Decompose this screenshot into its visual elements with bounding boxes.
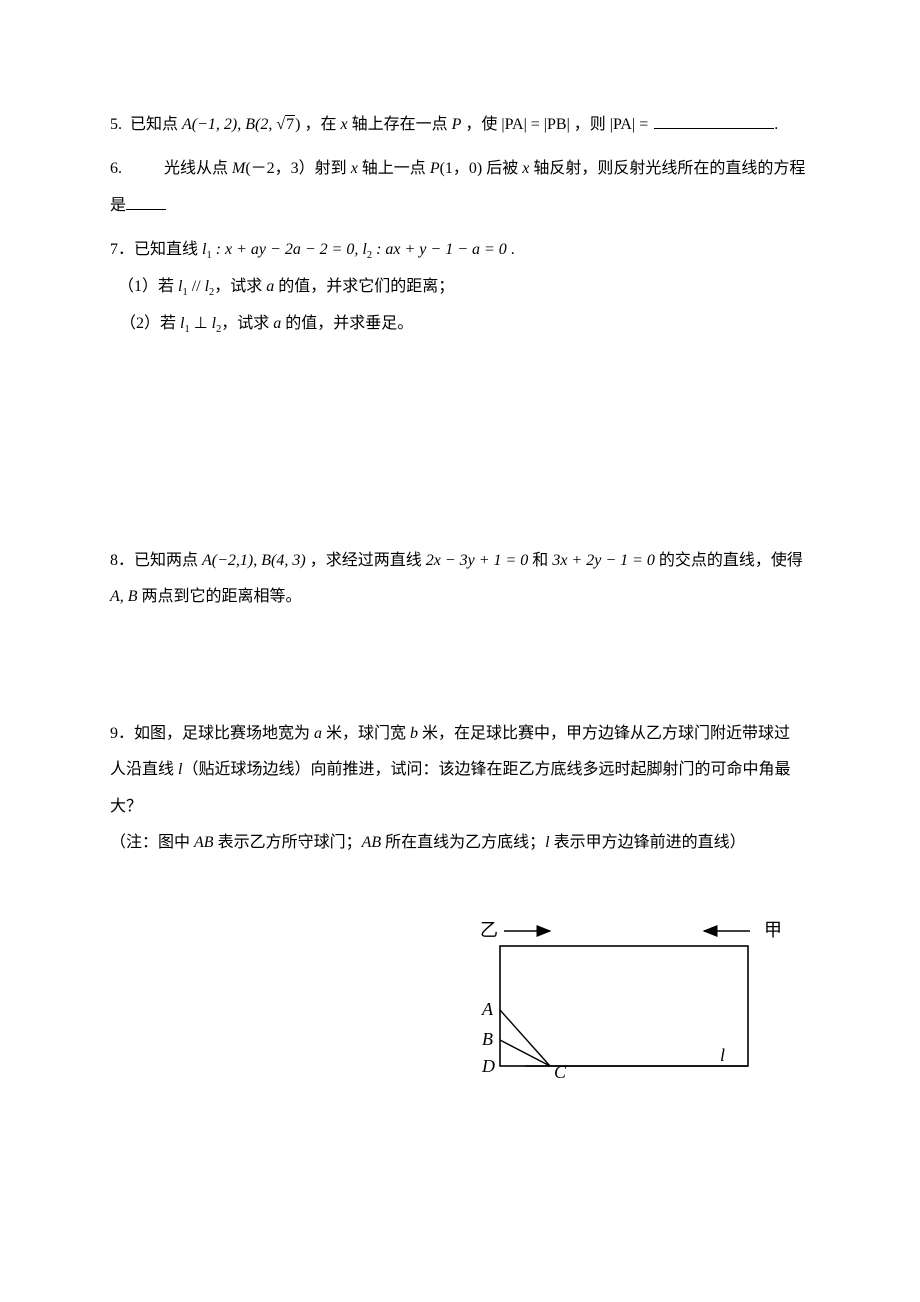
label-A: A xyxy=(481,999,494,1019)
q8-number: 8． xyxy=(110,552,134,569)
blank-line xyxy=(126,209,166,210)
question-9-line3: 大？ xyxy=(110,792,820,822)
q6-number: 6. xyxy=(110,160,122,177)
q5-tp: 已知点 xyxy=(130,116,182,133)
field-rect xyxy=(500,946,748,1066)
q7-number: 7． xyxy=(110,241,134,258)
q9-diagram: 乙 甲 A B D C l xyxy=(430,918,810,1098)
question-7-part2: （2）若 l1 ⊥ l2，试求 a 的值，并求垂足。 xyxy=(110,309,820,340)
line-AC xyxy=(500,1010,550,1066)
question-7-part1: （1）若 l1 // l2，试求 a 的值，并求它们的距离； xyxy=(110,272,820,303)
question-8: 8．已知两点 A(−2,1), B(4, 3) ，求经过两直线 2x − 3y … xyxy=(110,546,820,576)
question-6: 6. 光线从点 M(－2，3）射到 x 轴上一点 P(1，0) 后被 x 轴反射… xyxy=(110,154,820,184)
q5-A: A(−1, 2), B(2, xyxy=(182,116,276,133)
question-8-line2: A, B 两点到它的距离相等。 xyxy=(110,582,820,612)
q5-number: 5. xyxy=(110,116,122,133)
sqrt-icon: √7 xyxy=(276,110,295,140)
diagram-svg: 乙 甲 A B D C l xyxy=(430,918,810,1098)
label-D: D xyxy=(481,1056,495,1076)
question-9-note: （注：图中 AB 表示乙方所守球门；AB 所在直线为乙方底线；l 表示甲方边锋前… xyxy=(110,828,820,858)
q9-number: 9． xyxy=(110,725,134,742)
label-l: l xyxy=(720,1045,725,1065)
label-yi: 乙 xyxy=(480,920,498,940)
question-7: 7．已知直线 l1 : x + ay − 2a − 2 = 0, l2 : ax… xyxy=(110,235,820,266)
label-B: B xyxy=(482,1029,493,1049)
blank-line xyxy=(654,128,774,129)
question-6-line2: 是 xyxy=(110,191,820,221)
question-9: 9．如图，足球比赛场地宽为 a 米，球门宽 b 米，在足球比赛中，甲方边锋从乙方… xyxy=(110,719,820,749)
question-5: 5. 已知点 A(−1, 2), B(2, √7) ，在 x 轴上存在一点 P … xyxy=(110,110,820,140)
label-C: C xyxy=(554,1062,567,1082)
question-9-line2: 人沿直线 l（贴近球场边线）向前推进，试问：该边锋在距乙方底线多远时起脚射门的可… xyxy=(110,755,820,785)
line-BC xyxy=(500,1040,550,1066)
label-jia: 甲 xyxy=(764,920,782,940)
